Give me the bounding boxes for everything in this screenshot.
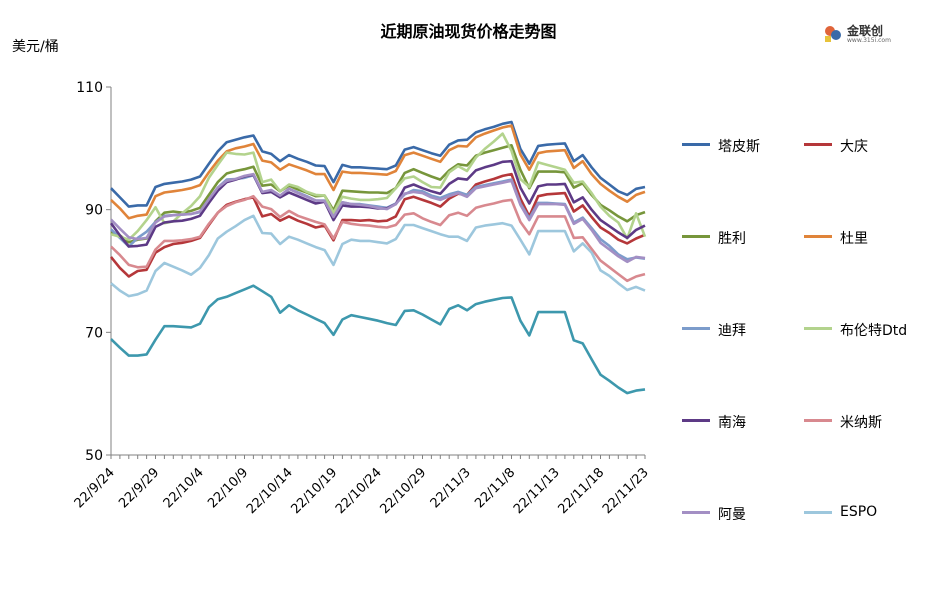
brand-logo-icon — [825, 26, 841, 42]
legend-label: 杜里 — [840, 231, 868, 247]
x-tick-label: 22/10/24 — [333, 465, 385, 517]
series-line — [110, 172, 646, 264]
legend-swatch — [682, 143, 710, 146]
x-tick-label: 22/9/24 — [72, 465, 118, 511]
legend-label: ESPO — [840, 504, 878, 520]
y-tick-label: 90 — [85, 203, 103, 219]
legend-swatch — [804, 419, 832, 422]
legend-label: 阿曼 — [718, 507, 746, 523]
legend-label: 大庆 — [840, 139, 868, 155]
legend-swatch — [804, 327, 832, 330]
series-line — [110, 124, 646, 220]
series-line — [110, 214, 646, 298]
legend-label: 胜利 — [718, 231, 746, 247]
series-line — [110, 144, 646, 244]
x-tick-label: 22/11/8 — [472, 465, 518, 511]
brand-logo-text: 金联创 — [847, 24, 884, 38]
x-tick-label: 22/9/29 — [116, 465, 162, 511]
chart-title: 近期原油现货价格走势图 — [380, 22, 557, 41]
series-line — [110, 284, 646, 395]
y-tick-label: 70 — [85, 325, 103, 341]
y-tick-label: 110 — [76, 80, 103, 96]
legend-swatch — [682, 511, 710, 514]
legend-swatch — [682, 235, 710, 238]
x-tick-label: 22/10/9 — [205, 465, 251, 511]
legend-swatch — [804, 143, 832, 146]
series-line — [110, 120, 646, 208]
legend-swatch — [804, 235, 832, 238]
series-line — [110, 194, 646, 283]
legend-label: 南海 — [718, 415, 746, 431]
y-tick-label: 50 — [85, 448, 103, 464]
legend-label: 布伦特Dtd — [840, 323, 908, 339]
x-tick-label: 22/11/3 — [428, 465, 474, 511]
brand-logo-url: www.315i.com — [847, 37, 891, 44]
brand-logo: 金联创 www.315i.com — [822, 20, 902, 46]
x-tick-label: 22/10/14 — [244, 465, 296, 517]
x-tick-label: 22/10/4 — [161, 465, 207, 511]
series-line — [110, 132, 647, 241]
legend-swatch — [682, 419, 710, 422]
x-tick-label: 22/11/23 — [600, 465, 652, 517]
y-axis-unit-label: 美元/桶 — [12, 39, 59, 55]
legend-swatch — [804, 511, 832, 514]
x-tick-label: 22/11/18 — [555, 465, 607, 517]
x-tick-label: 22/10/19 — [288, 465, 340, 517]
legend-swatch — [682, 327, 710, 330]
legend-label: 塔皮斯 — [718, 139, 760, 155]
x-tick-label: 22/11/13 — [511, 465, 563, 517]
x-tick-label: 22/10/29 — [377, 465, 429, 517]
legend-label: 迪拜 — [718, 323, 746, 339]
legend-label: 米纳斯 — [840, 415, 882, 431]
